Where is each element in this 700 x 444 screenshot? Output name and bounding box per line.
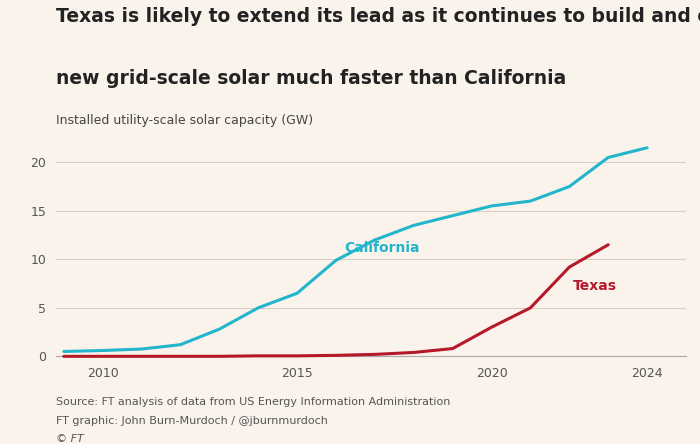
Text: Texas: Texas	[573, 279, 617, 293]
Text: Installed utility-scale solar capacity (GW): Installed utility-scale solar capacity (…	[56, 114, 313, 127]
Text: FT graphic: John Burn-Murdoch / @jburnmurdoch: FT graphic: John Burn-Murdoch / @jburnmu…	[56, 416, 328, 426]
Text: Texas is likely to extend its lead as it continues to build and connect: Texas is likely to extend its lead as it…	[56, 7, 700, 26]
Text: Source: FT analysis of data from US Energy Information Administration: Source: FT analysis of data from US Ener…	[56, 397, 450, 408]
Text: new grid-scale solar much faster than California: new grid-scale solar much faster than Ca…	[56, 69, 566, 88]
Text: California: California	[344, 241, 419, 255]
Text: © FT: © FT	[56, 434, 84, 444]
